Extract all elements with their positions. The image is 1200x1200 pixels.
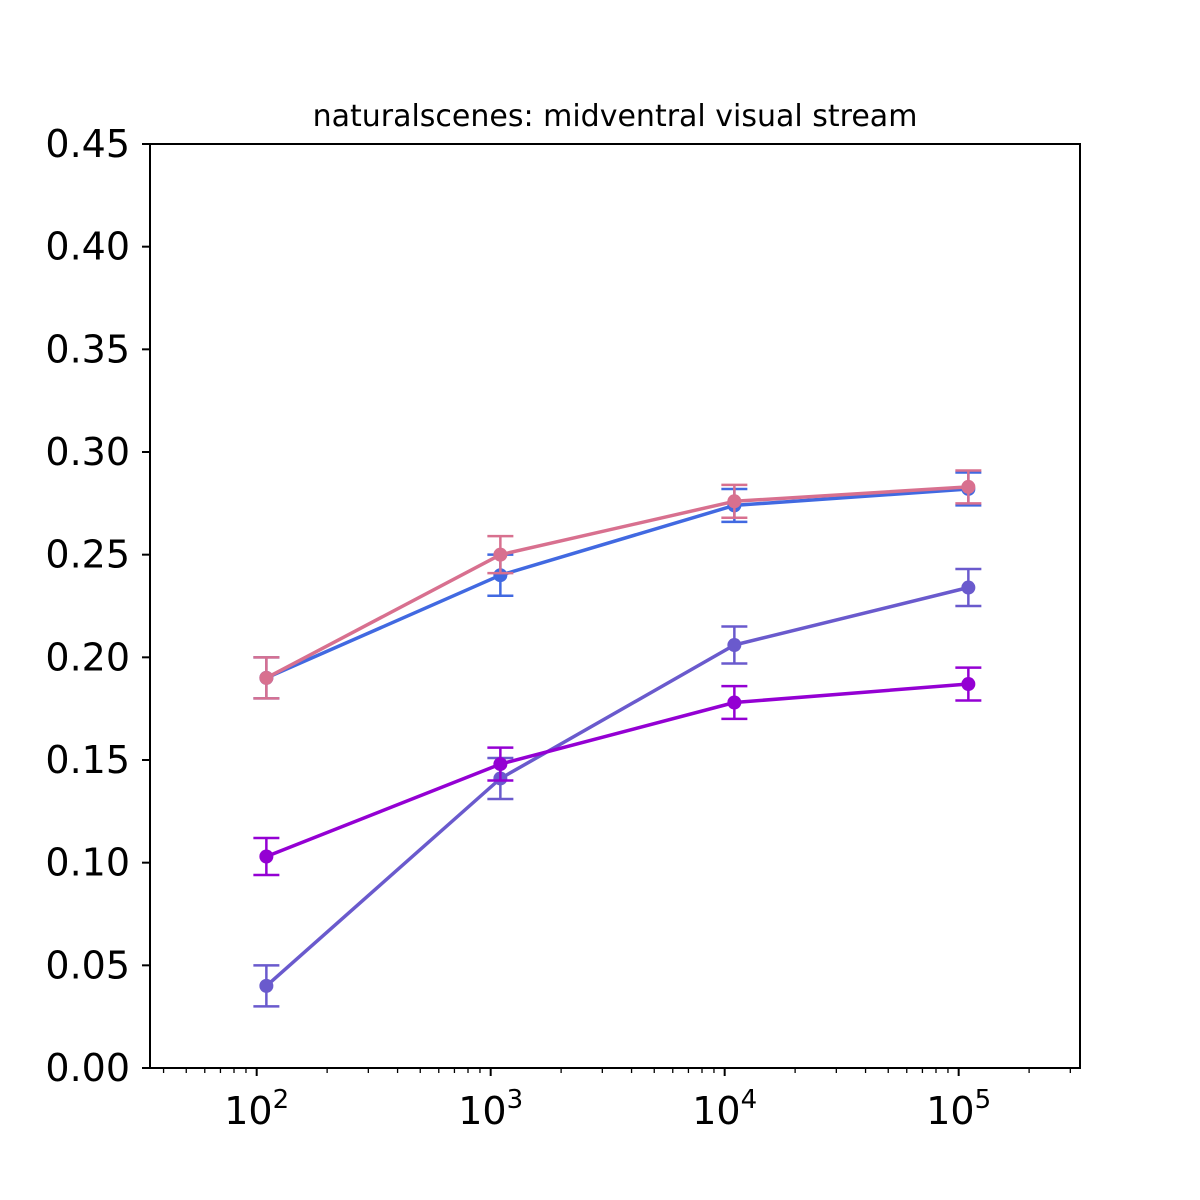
x-axis: 102 103 104 105 (162, 1068, 1071, 1133)
y-tick-label: 0.20 (45, 635, 130, 679)
series-3 (253, 567, 982, 1008)
x-tick-label: 103 (458, 1085, 523, 1133)
series-line (265, 585, 969, 988)
data-point (727, 638, 742, 653)
data-point (259, 978, 274, 993)
y-tick-label: 0.15 (45, 738, 130, 782)
series-4 (253, 666, 982, 877)
data-point (727, 695, 742, 710)
data-point (259, 849, 274, 864)
data-point (259, 670, 274, 685)
data-point (493, 757, 508, 772)
data-point (727, 494, 742, 509)
plot-frame (149, 143, 1081, 1069)
series-line (265, 485, 969, 680)
chart-title: naturalscenes: midventral visual stream (313, 99, 918, 134)
y-tick-label: 0.40 (45, 225, 130, 269)
x-tick-label: 104 (692, 1085, 757, 1133)
y-tick-label: 0.25 (45, 533, 130, 577)
y-tick-label: 0.35 (45, 327, 130, 371)
y-tick-label: 0.10 (45, 841, 130, 885)
x-tick-label: 105 (926, 1085, 991, 1133)
series-line (265, 487, 969, 680)
y-tick-label: 0.05 (45, 943, 130, 987)
y-axis: 0.00 0.05 0.10 0.15 0.20 0.25 0.30 0.35 0.40 0.45 (45, 122, 150, 1090)
data-point (493, 547, 508, 562)
y-tick-label: 0.45 (45, 122, 130, 166)
plot-area (253, 469, 982, 1008)
data-point (493, 568, 508, 583)
data-point (961, 479, 976, 494)
series-line (265, 682, 969, 859)
data-point (961, 580, 976, 595)
x-tick-label: 102 (224, 1085, 289, 1133)
y-tick-label: 0.30 (45, 430, 130, 474)
series-2 (253, 469, 982, 700)
data-point (961, 677, 976, 692)
y-tick-label: 0.00 (45, 1046, 130, 1090)
